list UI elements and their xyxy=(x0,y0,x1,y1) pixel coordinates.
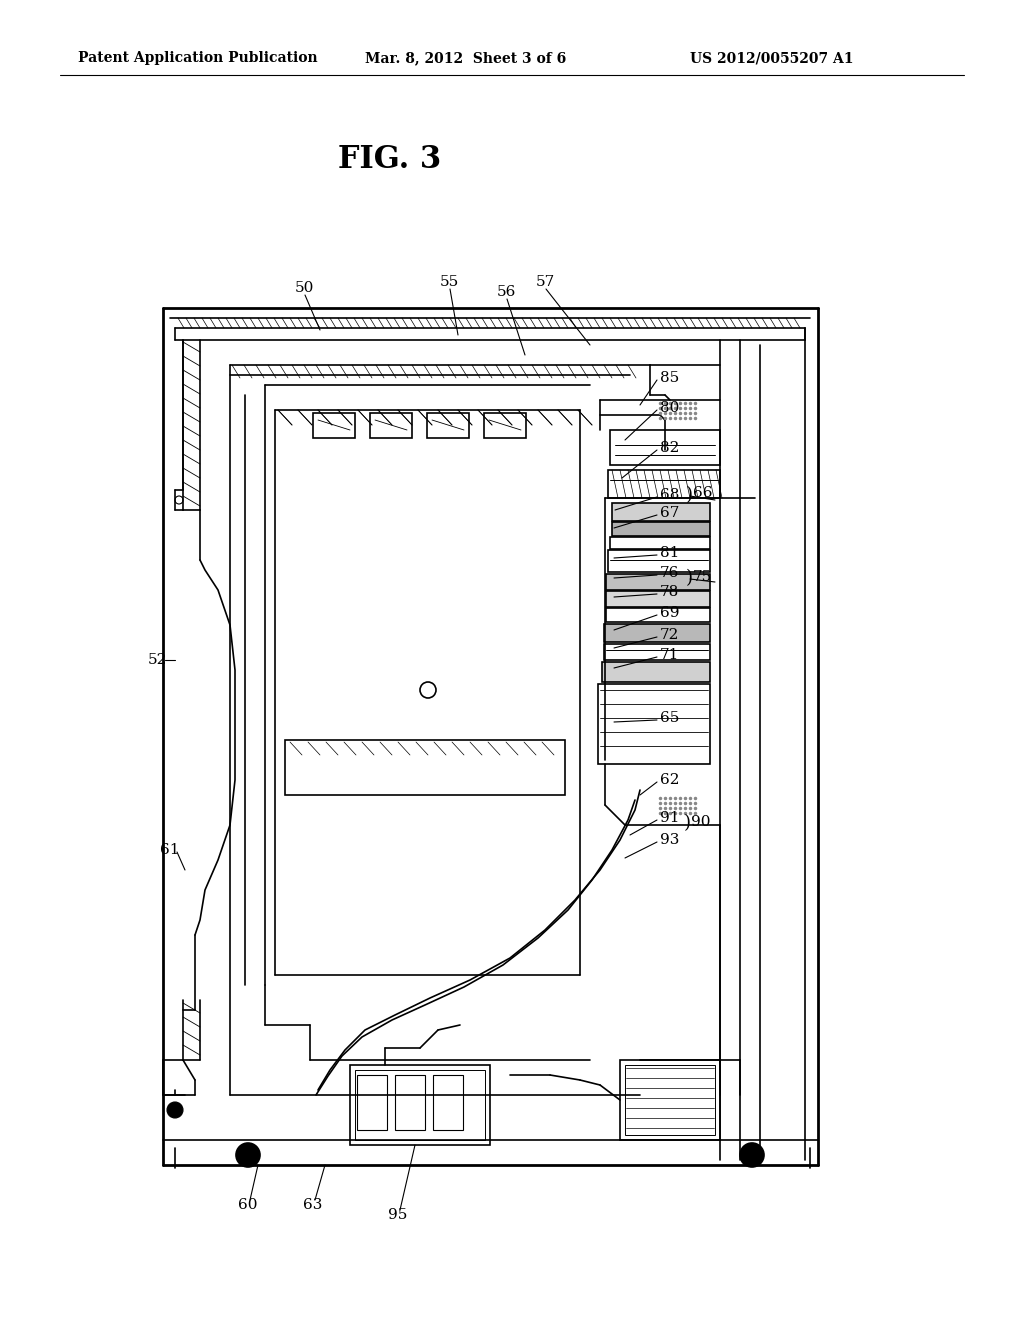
Text: 56: 56 xyxy=(497,285,516,300)
Bar xyxy=(606,574,710,590)
Text: 93: 93 xyxy=(660,833,679,847)
Text: 66: 66 xyxy=(693,486,713,500)
Text: 52: 52 xyxy=(148,653,167,667)
Text: 65: 65 xyxy=(660,711,679,725)
Circle shape xyxy=(740,1143,764,1167)
Text: 76: 76 xyxy=(660,566,679,579)
Text: 50: 50 xyxy=(295,281,314,294)
Bar xyxy=(610,430,720,465)
Text: 68: 68 xyxy=(660,488,679,502)
Text: 81: 81 xyxy=(660,546,679,560)
Bar xyxy=(608,550,710,572)
Bar xyxy=(606,591,710,607)
Text: Mar. 8, 2012  Sheet 3 of 6: Mar. 8, 2012 Sheet 3 of 6 xyxy=(365,51,566,65)
Bar xyxy=(427,413,469,438)
Text: 60: 60 xyxy=(238,1199,257,1212)
Text: 57: 57 xyxy=(536,275,555,289)
Text: ): ) xyxy=(684,814,691,832)
Bar xyxy=(395,1074,425,1130)
Text: 55: 55 xyxy=(440,275,459,289)
Bar xyxy=(608,470,720,498)
Text: 72: 72 xyxy=(660,628,679,642)
Bar xyxy=(610,537,710,549)
Bar xyxy=(313,413,355,438)
Text: 62: 62 xyxy=(660,774,680,787)
Bar xyxy=(357,1074,387,1130)
Text: ): ) xyxy=(686,569,693,587)
Text: FIG. 3: FIG. 3 xyxy=(338,144,441,176)
Text: US 2012/0055207 A1: US 2012/0055207 A1 xyxy=(690,51,853,65)
Text: 67: 67 xyxy=(660,506,679,520)
Bar xyxy=(602,663,710,682)
Bar xyxy=(606,609,710,622)
Bar xyxy=(285,741,565,795)
Bar xyxy=(484,413,526,438)
Circle shape xyxy=(236,1143,260,1167)
Text: 85: 85 xyxy=(660,371,679,385)
Bar xyxy=(625,1065,715,1135)
Text: 63: 63 xyxy=(303,1199,323,1212)
Bar xyxy=(598,684,710,764)
Bar xyxy=(620,1060,720,1140)
Text: Patent Application Publication: Patent Application Publication xyxy=(78,51,317,65)
Text: 69: 69 xyxy=(660,606,680,620)
Text: 82: 82 xyxy=(660,441,679,455)
Bar xyxy=(612,503,710,521)
Text: 71: 71 xyxy=(660,648,679,663)
Text: 61: 61 xyxy=(160,843,179,857)
Text: 80: 80 xyxy=(660,401,679,414)
Text: 78: 78 xyxy=(660,585,679,599)
Bar xyxy=(433,1074,463,1130)
Text: ): ) xyxy=(686,486,693,504)
Bar xyxy=(604,624,710,642)
Text: 91: 91 xyxy=(660,810,680,825)
Bar xyxy=(355,1071,485,1140)
Circle shape xyxy=(167,1102,183,1118)
Bar xyxy=(604,644,710,660)
Bar xyxy=(612,521,710,536)
Bar xyxy=(350,1065,490,1144)
Bar xyxy=(370,413,412,438)
Text: 75: 75 xyxy=(693,570,713,583)
Text: 90: 90 xyxy=(691,814,711,829)
Text: 95: 95 xyxy=(388,1208,408,1222)
